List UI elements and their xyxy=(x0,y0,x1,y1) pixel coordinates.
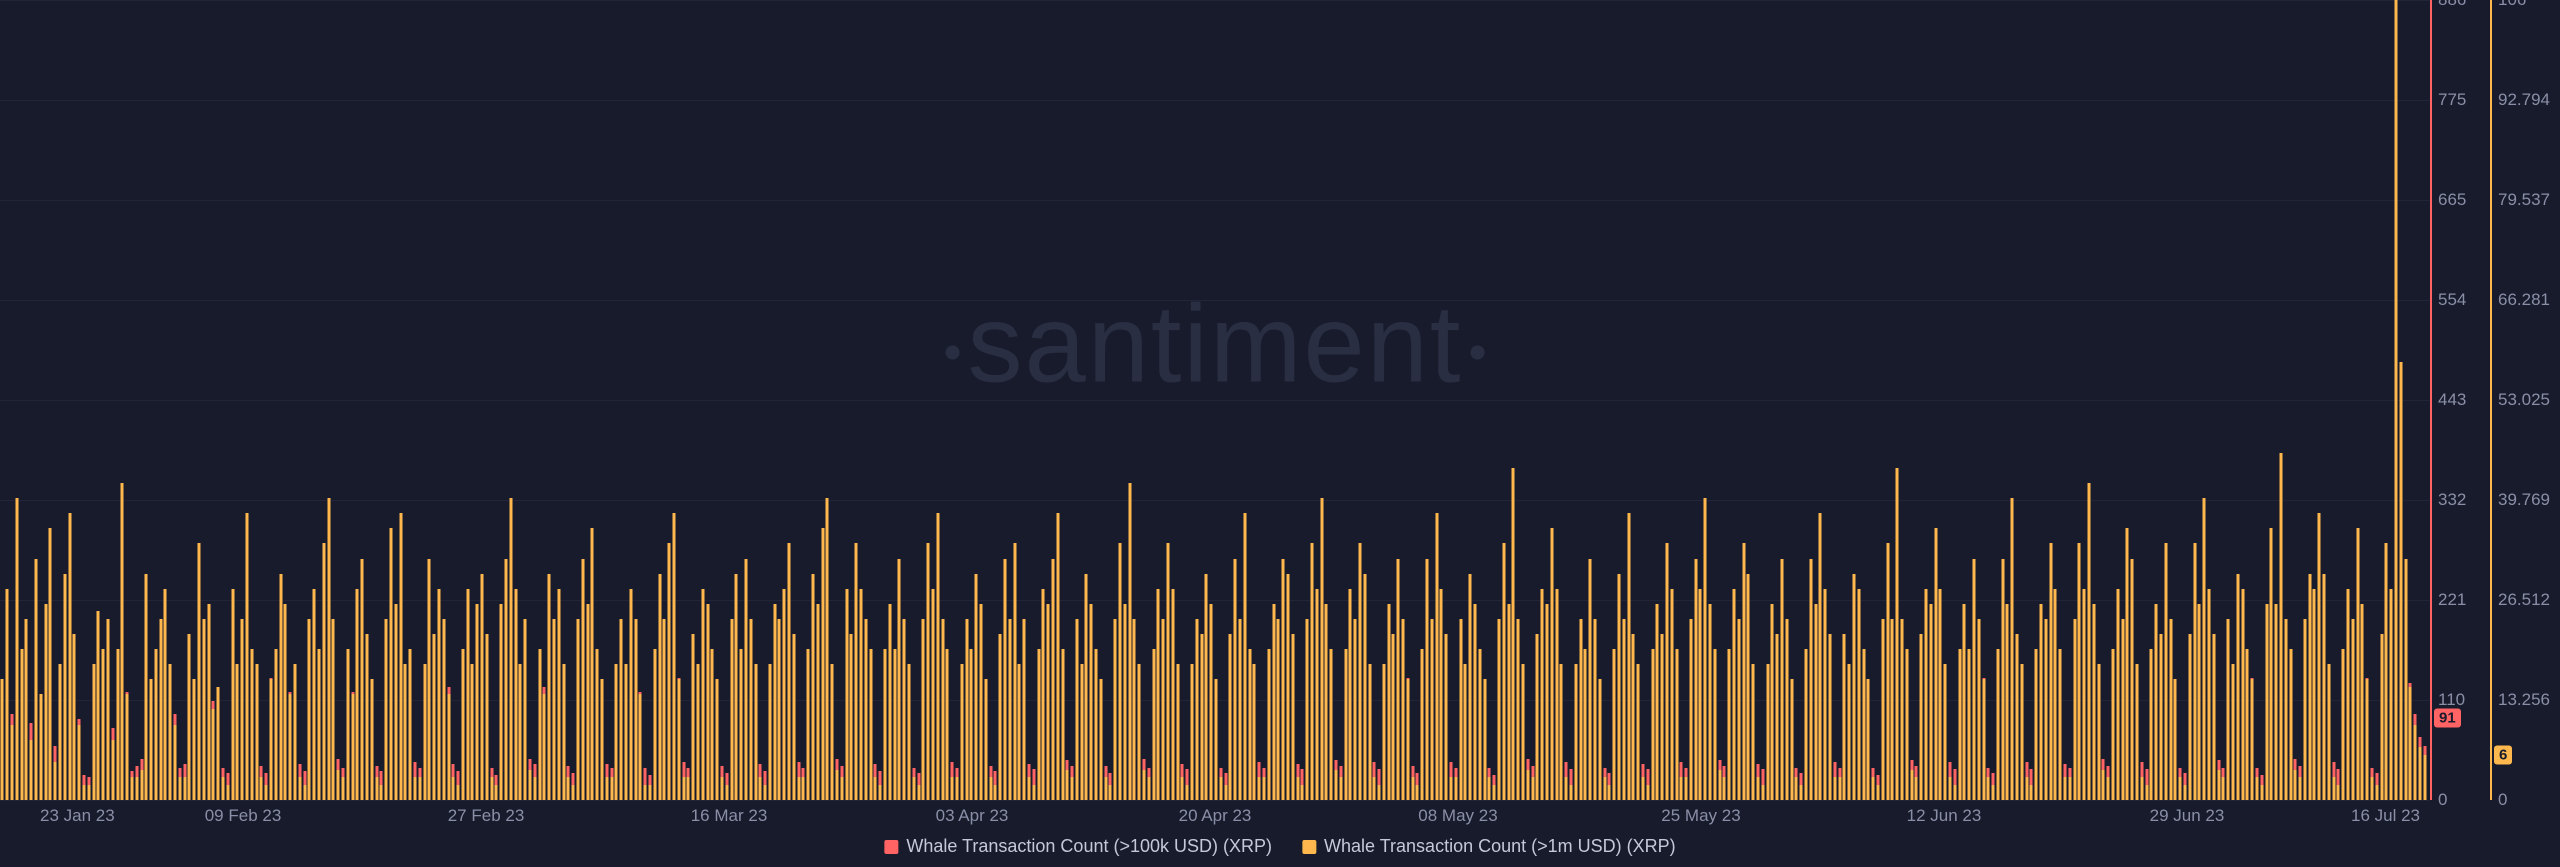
y-axis-whale-100k: 0110221332443554665775886 91 xyxy=(2430,0,2480,800)
legend-swatch-red xyxy=(884,840,898,854)
legend: Whale Transaction Count (>100k USD) (XRP… xyxy=(884,836,1675,857)
bar-series xyxy=(0,0,2430,800)
plot-area[interactable]: santiment xyxy=(0,0,2430,800)
chart-container: santiment 0110221332443554665775886 91 0… xyxy=(0,0,2560,867)
legend-label: Whale Transaction Count (>100k USD) (XRP… xyxy=(906,836,1272,857)
legend-swatch-yellow xyxy=(1302,840,1316,854)
current-value-badge-red: 91 xyxy=(2434,708,2461,727)
axis-line-yellow xyxy=(2490,0,2492,800)
legend-item-1m[interactable]: Whale Transaction Count (>1m USD) (XRP) xyxy=(1302,836,1676,857)
axis-line-red xyxy=(2430,0,2432,800)
y-axis-whale-1m: 013.25626.51239.76953.02566.28179.53792.… xyxy=(2490,0,2550,800)
current-value-badge-yellow: 6 xyxy=(2494,745,2512,764)
legend-label: Whale Transaction Count (>1m USD) (XRP) xyxy=(1324,836,1676,857)
x-axis: 23 Jan 2309 Feb 2327 Feb 2316 Mar 2303 A… xyxy=(0,800,2430,830)
legend-item-100k[interactable]: Whale Transaction Count (>100k USD) (XRP… xyxy=(884,836,1272,857)
